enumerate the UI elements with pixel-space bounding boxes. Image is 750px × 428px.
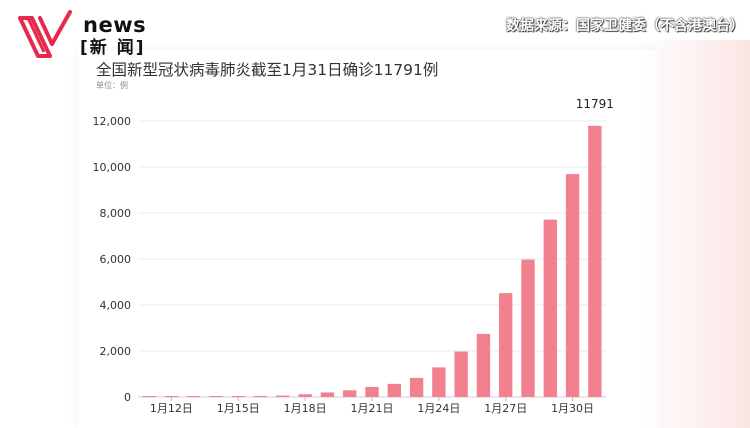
bar	[253, 395, 268, 397]
y-tick-label: 6,000	[100, 253, 132, 266]
y-tick-label: 0	[124, 391, 131, 404]
x-tick-label: 1月27日	[484, 402, 527, 415]
bar	[565, 174, 580, 397]
x-tick-label: 1月30日	[551, 402, 594, 415]
y-tick-label: 8,000	[100, 207, 132, 220]
bar	[231, 396, 245, 397]
y-tick-label: 12,000	[93, 115, 132, 128]
bar	[142, 396, 156, 397]
bar	[588, 125, 602, 397]
unit-label: 单位：例	[96, 81, 128, 90]
data-label-max: 11791	[576, 97, 614, 111]
bar	[499, 293, 513, 397]
data-source: 数据来源：国家卫健委（不含港澳台）	[506, 18, 744, 34]
x-tick-label: 1月12日	[150, 402, 193, 415]
bar	[454, 351, 468, 397]
chart-title: 全国新型冠状病毒肺炎截至1月31日确诊11791例	[96, 61, 439, 79]
x-tick-label: 1月21日	[351, 402, 394, 415]
bar	[476, 333, 491, 397]
bar	[187, 396, 201, 397]
bar	[365, 386, 379, 397]
brand-logo: news [新 闻]	[16, 8, 166, 62]
bar	[276, 395, 290, 397]
bar	[320, 392, 335, 397]
bar	[543, 219, 557, 397]
x-tick-label: 1月24日	[417, 402, 460, 415]
bar	[343, 390, 357, 397]
bar	[521, 259, 535, 397]
y-tick-label: 10,000	[93, 161, 132, 174]
bar	[387, 383, 401, 397]
bar	[409, 377, 424, 397]
brand-name: news	[83, 13, 147, 37]
bar	[432, 367, 446, 397]
background-glow	[640, 40, 750, 428]
bar	[164, 396, 179, 397]
brand-sub: [新 闻]	[80, 38, 146, 58]
x-tick-label: 1月18日	[284, 402, 327, 415]
x-tick-label: 1月15日	[217, 402, 260, 415]
chart-panel	[78, 50, 660, 428]
brand-v-icon	[18, 10, 72, 58]
y-tick-label: 2,000	[100, 345, 132, 358]
y-tick-label: 4,000	[100, 299, 132, 312]
bar	[298, 394, 312, 397]
bar	[209, 396, 223, 397]
